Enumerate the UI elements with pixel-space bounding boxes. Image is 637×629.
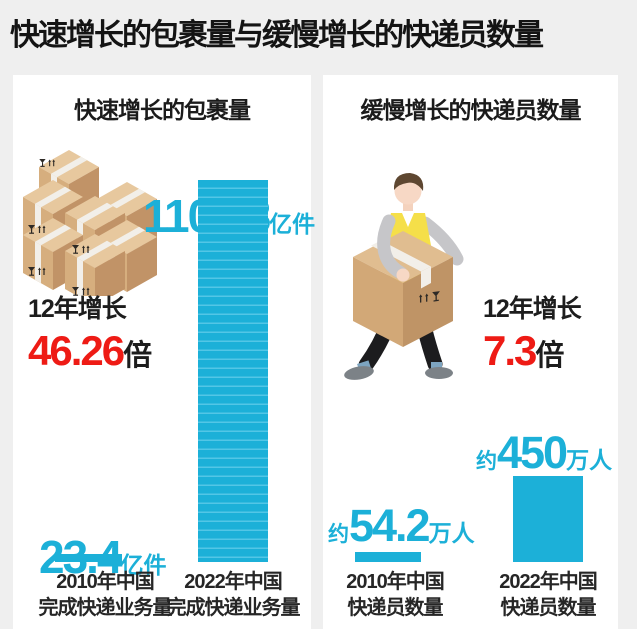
growth-annotation-couriers: 12年增长 7.3倍	[483, 295, 582, 374]
value-couriers-2022-unit: 万人	[566, 447, 613, 473]
panel-courier-count: 缓慢增长的快递员数量	[323, 75, 618, 629]
bar-couriers-2010	[355, 552, 421, 562]
axis-label-line: 2010年中国	[56, 571, 155, 593]
axis-label-line: 2010年中国	[346, 571, 445, 593]
growth-label-couriers: 12年增长	[483, 295, 582, 323]
value-parcels-2010: 23.4亿件	[39, 534, 167, 580]
value-couriers-2010-number: 54.2	[349, 500, 431, 551]
axis-label-parcels-2010: 2010年中国 完成快递业务量	[5, 569, 205, 621]
growth-annotation-parcels: 12年增长 46.26倍	[28, 297, 152, 372]
panel-title-parcels: 快速增长的包裹量	[74, 97, 251, 123]
growth-unit-parcels: 倍	[123, 340, 153, 372]
axis-label-line: 快递员数量	[500, 597, 597, 619]
growth-label-parcels: 12年增长	[28, 295, 127, 323]
growth-unit-couriers: 倍	[535, 340, 565, 372]
courier-icon	[333, 161, 493, 406]
value-couriers-2010-approx: 约	[328, 523, 349, 546]
panel-title-couriers: 缓慢增长的快递员数量	[360, 97, 582, 123]
bar-parcel-volume-2022	[198, 180, 268, 562]
growth-number-parcels: 46.26	[28, 327, 125, 374]
page-title: 快速增长的包裹量与缓慢增长的快递员数量	[10, 19, 544, 52]
axis-label-line: 完成快递业务量	[38, 597, 173, 619]
value-parcels-2010-number: 23.4	[39, 531, 123, 583]
growth-number-couriers: 7.3	[483, 327, 537, 374]
value-couriers-2010: 约54.2万人	[328, 503, 475, 548]
axis-label-couriers-2010: 2010年中国 快递员数量	[295, 569, 495, 621]
axis-label-parcels-2022: 2022年中国 完成快递业务量	[133, 569, 333, 621]
value-parcels-2022-unit: 亿件	[269, 211, 316, 237]
axis-label-line: 完成快递业务量	[166, 597, 301, 619]
value-couriers-2022-number: 450	[497, 427, 568, 478]
value-parcels-2010-unit: 亿件	[120, 552, 167, 578]
panel-parcel-volume: 快速增长的包裹量	[13, 75, 315, 629]
value-couriers-2022-approx: 约	[476, 450, 497, 473]
bar-couriers-2022	[513, 476, 583, 562]
axis-label-line: 2022年中国	[499, 571, 598, 593]
axis-label-line: 快递员数量	[347, 597, 444, 619]
value-couriers-2022: 约450万人	[476, 430, 612, 475]
bar-parcel-volume-2010	[55, 554, 122, 562]
value-couriers-2010-unit: 万人	[428, 520, 475, 546]
axis-label-line: 2022年中国	[184, 571, 283, 593]
axis-label-couriers-2022: 2022年中国 快递员数量	[448, 569, 637, 621]
